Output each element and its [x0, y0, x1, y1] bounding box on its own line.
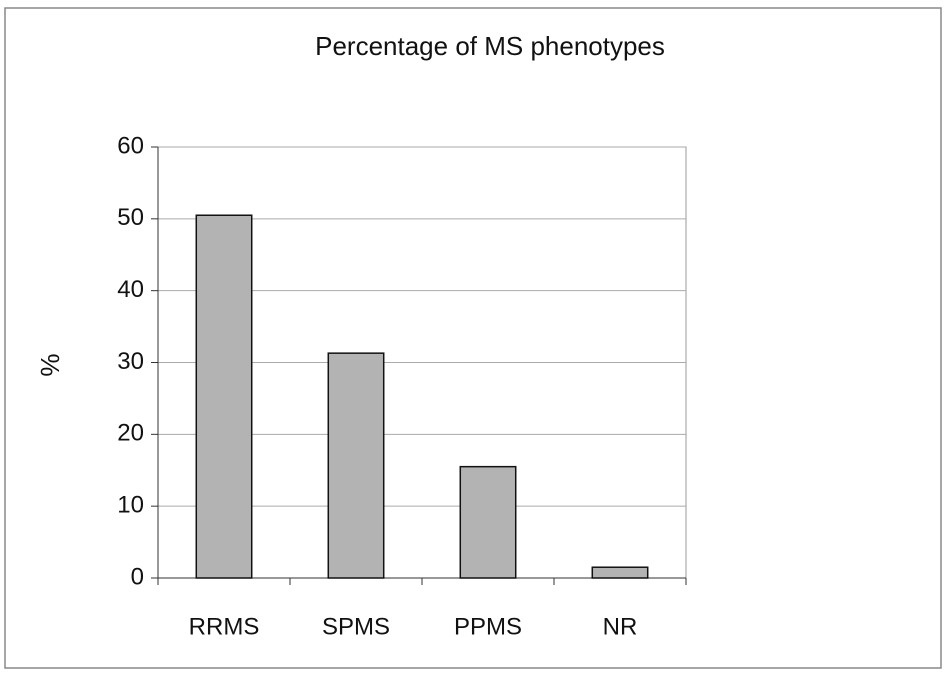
bar [327, 352, 385, 579]
bar [591, 566, 649, 579]
y-tick-label: 50 [117, 204, 144, 231]
x-tick-label: SPMS [322, 613, 390, 640]
x-tick-label: NR [603, 613, 638, 640]
x-tick-label: PPMS [454, 613, 522, 640]
y-tick-label: 30 [117, 348, 144, 375]
chart-frame [4, 7, 942, 669]
y-axis-label: % [35, 353, 65, 376]
y-tick-label: 60 [117, 132, 144, 159]
y-tick-label: 40 [117, 276, 144, 303]
bar [459, 465, 517, 579]
x-tick-label: RRMS [189, 613, 260, 640]
y-tick-label: 0 [131, 563, 144, 590]
y-tick-label: 10 [117, 492, 144, 519]
chart-title: Percentage of MS phenotypes [315, 31, 665, 61]
bar [195, 214, 253, 579]
y-tick-label: 20 [117, 420, 144, 447]
